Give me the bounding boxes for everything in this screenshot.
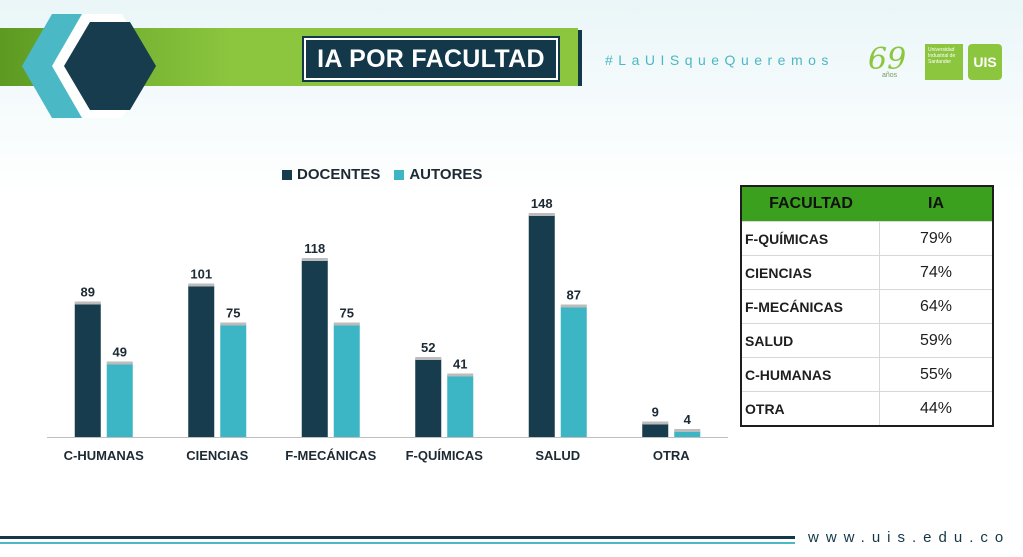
table-cell-facultad: SALUD: [742, 324, 880, 357]
table-cell-ia: 44%: [919, 399, 953, 417]
data-label: 75: [340, 306, 354, 321]
bar-autores-2: [333, 324, 360, 437]
bar-docentes-2: [301, 260, 328, 437]
data-label: 9: [652, 405, 659, 420]
bar-autores-5: [674, 431, 701, 437]
table-row: SALUD 59%: [742, 323, 992, 357]
table-cell-facultad: CIENCIAS: [742, 256, 880, 289]
bar-cap: [301, 258, 328, 261]
data-label: 75: [226, 306, 240, 321]
table-row: CIENCIAS 74%: [742, 255, 992, 289]
bar-cap: [415, 357, 442, 360]
legend-swatch-docentes: [282, 169, 292, 180]
bar-cap: [106, 361, 133, 365]
hexagon-emblem-icon: [22, 14, 156, 118]
bar-cap: [447, 373, 474, 377]
bar-cap: [642, 421, 669, 425]
bar-cap: [528, 213, 555, 216]
uis-wordmark-logo: Universidad Industrial de Santander: [925, 44, 963, 80]
anniversary-sub: años: [882, 72, 898, 79]
legend-swatch-autores: [394, 169, 405, 180]
bar-autores-3: [447, 375, 474, 437]
ia-table: FACULTAD IA F-QUÍMICAS 79% CIENCIAS 74% …: [740, 185, 994, 427]
bar-cap: [333, 322, 360, 326]
uis-line-1: Universidad: [928, 47, 955, 53]
table-cell-facultad: F-MECÁNICAS: [742, 290, 880, 323]
bar-docentes-3: [415, 359, 442, 437]
data-label: 52: [421, 340, 435, 355]
bar-cap: [220, 322, 247, 326]
table-row: F-MECÁNICAS 64%: [742, 289, 992, 323]
footer-rule: [0, 536, 795, 539]
table-cell-facultad: OTRA: [742, 392, 880, 425]
uis-line-2: Industrial de: [928, 53, 956, 59]
legend-item-autores: AUTORES: [394, 166, 482, 183]
uis-shield-logo: UIS: [968, 44, 1002, 80]
hashtag-text: #LaUISqueQueremos: [605, 52, 834, 68]
bar-docentes-1: [188, 285, 215, 437]
data-label: 49: [113, 345, 127, 360]
data-label: 41: [453, 357, 467, 372]
x-tick-label: F-QUÍMICAS: [406, 448, 484, 463]
table-cell-ia: 64%: [919, 297, 953, 315]
table-cell-ia: 74%: [919, 263, 953, 281]
anniversary-number: 69: [868, 42, 907, 77]
footer-rule-accent: [0, 542, 795, 544]
bar-cap: [560, 304, 587, 308]
chart-legend: DOCENTES AUTORES: [282, 166, 482, 183]
anniversary-logo: 69 años: [868, 42, 918, 84]
table-cell-ia: 59%: [919, 331, 953, 349]
table-row: C-HUMANAS 55%: [742, 357, 992, 391]
bar-cap: [674, 429, 701, 432]
table-header-facultad: FACULTAD: [769, 195, 853, 212]
x-tick-label: F-MECÁNICAS: [285, 448, 376, 463]
page-title: IA POR FACULTAD: [304, 38, 558, 80]
table-row: OTRA 44%: [742, 391, 992, 425]
legend-label-autores: AUTORES: [409, 166, 483, 183]
x-tick-label: CIENCIAS: [186, 448, 248, 463]
table-header-row: FACULTAD IA: [742, 187, 992, 221]
bar-docentes-0: [74, 303, 101, 437]
data-label: 89: [81, 285, 95, 300]
footer-url: www.uis.edu.co: [808, 529, 1011, 546]
bar-docentes-4: [528, 215, 555, 437]
data-label: 118: [304, 241, 325, 256]
bar-autores-1: [220, 324, 247, 437]
data-label: 101: [190, 267, 212, 282]
data-label: 148: [531, 196, 553, 211]
bar-autores-4: [560, 306, 587, 437]
data-label: 4: [684, 412, 692, 427]
data-label: 87: [567, 288, 581, 303]
x-tick-label: C-HUMANAS: [64, 448, 144, 463]
uis-line-3: Santander: [928, 59, 952, 65]
table-header-ia: IA: [928, 195, 944, 212]
table-cell-facultad: F-QUÍMICAS: [742, 222, 880, 255]
legend-item-docentes: DOCENTES: [282, 166, 380, 183]
bar-autores-0: [106, 363, 133, 437]
legend-label-docentes: DOCENTES: [297, 166, 381, 183]
x-tick-label: SALUD: [535, 448, 580, 463]
table-cell-facultad: C-HUMANAS: [742, 358, 880, 391]
bar-cap: [74, 301, 101, 305]
x-tick-label: OTRA: [653, 448, 690, 463]
table-cell-ia: 55%: [919, 365, 953, 383]
bar-docentes-5: [642, 423, 669, 437]
bar-cap: [188, 283, 215, 287]
table-cell-ia: 79%: [919, 229, 953, 247]
table-row: F-QUÍMICAS 79%: [742, 221, 992, 255]
header-divider: [578, 30, 582, 86]
